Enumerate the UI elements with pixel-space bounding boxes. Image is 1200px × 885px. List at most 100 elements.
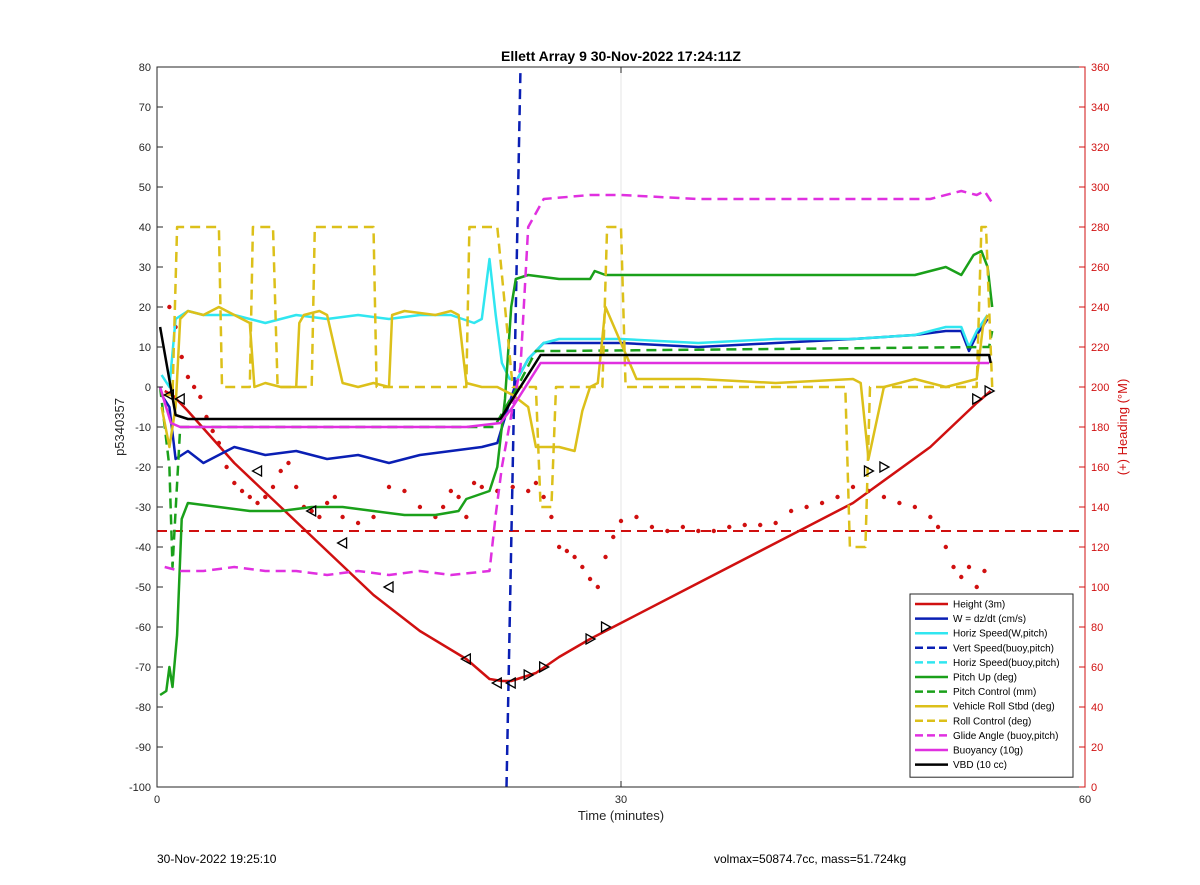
heading-point [649, 524, 655, 530]
series-line-buoyancy-10g [158, 361, 990, 429]
heading-point [572, 554, 577, 560]
heading-point [224, 464, 229, 470]
y-tick-label: 70 [139, 102, 151, 114]
series-line-roll-control-deg [161, 225, 994, 549]
heading-point [618, 518, 624, 524]
y-axis-label: p5340357 [112, 398, 127, 456]
height-direction-marker [539, 660, 551, 674]
y-tick-label: -70 [135, 662, 151, 674]
y-tick-label: 20 [139, 302, 151, 314]
heading-point [210, 428, 215, 434]
heading-point [742, 522, 747, 528]
heading-point [191, 384, 197, 390]
legend-box [909, 593, 1074, 778]
height-direction-marker [163, 388, 175, 402]
heading-point [270, 484, 276, 490]
legend-label: VBD (10 cc) [953, 760, 1007, 771]
y-tick-label: -60 [135, 622, 151, 634]
heading-point [959, 574, 964, 580]
x-tick-label: 30 [615, 794, 627, 806]
heading-point [332, 494, 338, 500]
height-direction-marker [972, 392, 984, 406]
heading-point [935, 524, 941, 530]
y-tick-label: -30 [135, 502, 151, 514]
axes: 0 30 60-100-90-80-70-60-50-40-30-20-100102… [129, 62, 1109, 806]
heading-point [167, 304, 172, 310]
heading-point [587, 576, 593, 582]
y2-tick-label: 340 [1091, 102, 1109, 114]
legend-label: Height (3m) [953, 600, 1005, 611]
y-tick-label: 60 [139, 142, 151, 154]
heading-point [417, 504, 423, 510]
heading-point [340, 514, 345, 520]
y2-tick-label: 40 [1091, 702, 1103, 714]
y-tick-label: -100 [129, 782, 151, 794]
heading-point [928, 514, 933, 520]
height-direction-marker [504, 676, 516, 690]
heading-point [239, 488, 245, 494]
heading-point [448, 488, 454, 494]
heading-point [912, 504, 918, 510]
y2-tick-label: 80 [1091, 622, 1103, 634]
heading-point [510, 484, 515, 490]
x-axis-label: Time (minutes) [578, 808, 664, 823]
height-direction-marker [336, 536, 348, 550]
height-direction-marker [382, 580, 394, 594]
heading-point [371, 514, 376, 520]
y2-tick-label: 220 [1091, 342, 1109, 354]
heading-point [263, 494, 268, 500]
heading-point [696, 528, 701, 534]
heading-point [309, 508, 314, 514]
heading-point [533, 480, 539, 486]
height-direction-marker [984, 384, 996, 398]
series-line-glide-angle-buoy-pitch [164, 189, 994, 577]
heading-point [758, 522, 763, 528]
heading-point [835, 494, 840, 500]
heading-point [881, 494, 887, 500]
heading-point [255, 500, 260, 506]
series-line-vert-speed-buoy-pitch [505, 66, 522, 788]
y-tick-label: -10 [135, 422, 151, 434]
heading-point [773, 520, 778, 526]
height-direction-marker [490, 676, 502, 690]
height-direction-marker [600, 620, 612, 634]
heading-point [355, 520, 361, 526]
heading-point [595, 584, 600, 590]
heading-point [680, 524, 686, 530]
heading-point [386, 484, 392, 490]
y2-tick-label: 200 [1091, 382, 1109, 394]
heading-point [471, 480, 477, 486]
series-line-vehicle-roll-stbd-deg [160, 305, 989, 461]
legend-label: Roll Control (deg) [953, 716, 1031, 727]
heading-point [294, 484, 299, 490]
heading-point [788, 508, 794, 514]
series-line-horiz-speed-w-pitch [160, 257, 989, 389]
y2-tick-label: 360 [1091, 62, 1109, 74]
y-tick-label: 40 [139, 222, 151, 234]
y2-tick-label: 260 [1091, 262, 1109, 274]
series-layer [157, 66, 1085, 788]
heading-point [278, 468, 283, 474]
heading-point [526, 488, 531, 494]
heading-point [541, 494, 546, 500]
y2-tick-label: 0 [1091, 782, 1097, 794]
y-tick-label: -90 [135, 742, 151, 754]
y2-tick-label: 240 [1091, 302, 1109, 314]
height-direction-marker [459, 652, 471, 666]
y-tick-label: -50 [135, 582, 151, 594]
x-tick-label: 0 [154, 794, 160, 806]
y2-tick-label: 120 [1091, 542, 1109, 554]
series-line-vbd-10-cc [158, 326, 992, 421]
y2-tick-label: 160 [1091, 462, 1109, 474]
heading-point [982, 568, 987, 574]
legend-label: Horiz Speed(buoy,pitch) [953, 658, 1060, 669]
y-tick-label: -40 [135, 542, 151, 554]
y2-tick-label: 100 [1091, 582, 1109, 594]
heading-point [286, 460, 291, 466]
y-tick-label: -80 [135, 702, 151, 714]
y2-axis-label: (+) Heading (°M) [1115, 379, 1130, 476]
heading-point [943, 544, 948, 550]
legend-label: Pitch Control (mm) [953, 687, 1036, 698]
height-direction-marker [585, 632, 597, 646]
